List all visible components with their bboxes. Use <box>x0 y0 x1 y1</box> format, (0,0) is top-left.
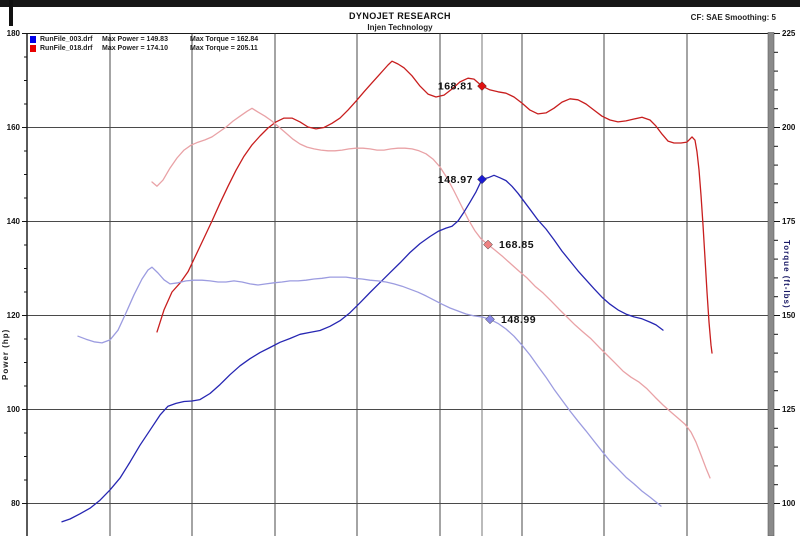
run003-max-torque: Max Torque = 162.84 <box>190 36 259 43</box>
legend: RunFile_003.drf Max Power = 149.83 Max T… <box>30 35 258 53</box>
run018-color-swatch <box>30 45 36 52</box>
photo-border-notch <box>9 0 13 26</box>
marker-diamond-168.85 <box>483 239 493 250</box>
chart-brand-title: DYNOJET RESEARCH <box>349 11 451 21</box>
photo-border-top <box>0 0 800 7</box>
marker-diamond-148.99 <box>485 314 495 325</box>
curve-power-run003 <box>61 174 664 523</box>
legend-row-run003: RunFile_003.drf Max Power = 149.83 Max T… <box>30 35 258 44</box>
power-tick-label: 100 <box>7 405 21 414</box>
run018-file-label: RunFile_018.drf <box>40 45 93 52</box>
run018-max-torque: Max Torque = 205.11 <box>190 45 258 52</box>
marker-label-148.99: 148.99 <box>501 314 536 326</box>
torque-tick-label: 225 <box>782 29 796 38</box>
run003-max-power: Max Power = 149.83 <box>102 36 168 43</box>
marker-label-168.85: 168.85 <box>499 239 534 251</box>
curve-power-run018 <box>156 60 713 354</box>
power-axis-title: Power (hp) <box>1 328 10 380</box>
torque-tick-label: 200 <box>782 123 796 132</box>
curve-torque-run018 <box>151 107 711 479</box>
torque-tick-label: 100 <box>782 499 796 508</box>
run003-file-label: RunFile_003.drf <box>40 36 93 43</box>
marker-label-148.97: 148.97 <box>438 174 473 186</box>
legend-row-run018: RunFile_018.drf Max Power = 174.10 Max T… <box>30 44 258 53</box>
power-tick-label: 180 <box>7 29 21 38</box>
right-axis-band <box>767 32 775 536</box>
marker-diamond-168.81 <box>477 81 487 91</box>
torque-axis-title: Torque (ft-lbs) <box>782 240 791 309</box>
run003-color-swatch <box>30 36 36 43</box>
marker-label-168.81: 168.81 <box>438 81 473 93</box>
curve-torque-run003 <box>77 266 662 507</box>
power-tick-label: 160 <box>7 123 21 132</box>
power-tick-label: 80 <box>11 499 20 508</box>
power-tick-label: 120 <box>7 311 21 320</box>
correction-smoothing-label: CF: SAE Smoothing: 5 <box>690 13 776 22</box>
run018-max-power: Max Power = 174.10 <box>102 45 168 52</box>
power-tick-label: 140 <box>7 217 21 226</box>
torque-tick-label: 150 <box>782 311 796 320</box>
torque-tick-label: 175 <box>782 217 796 226</box>
torque-tick-label: 125 <box>782 405 796 414</box>
marker-diamond-148.97 <box>477 174 487 185</box>
chart-subtitle: Injen Technology <box>367 23 433 32</box>
